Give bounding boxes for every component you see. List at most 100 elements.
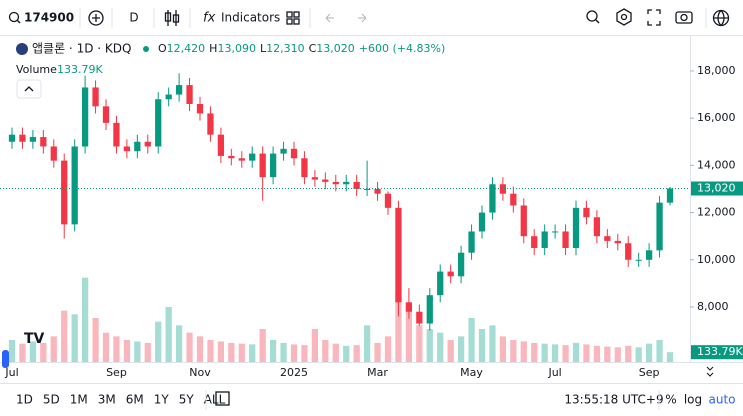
plot: 8,000 10,000 12,000 14,000 16,000 18,000 Jul Se… bbox=[0, 64, 743, 379]
publish-globe bbox=[713, 10, 729, 26]
symbol[interactable]: 174900 bbox=[24, 11, 74, 25]
volume-bar bbox=[238, 343, 245, 362]
volume-bar bbox=[384, 336, 392, 362]
candle-body bbox=[40, 137, 47, 147]
volume-bar bbox=[447, 340, 454, 362]
candle-body bbox=[656, 202, 663, 251]
candle-body bbox=[384, 193, 392, 208]
volume-bar bbox=[666, 352, 674, 362]
last-price-tag bbox=[691, 181, 743, 196]
range-button[interactable]: 1Y bbox=[154, 393, 170, 407]
layout-icon[interactable] bbox=[286, 11, 300, 25]
candle-body bbox=[217, 134, 225, 156]
snapshot[interactable] bbox=[675, 11, 693, 24]
volume-bar bbox=[572, 342, 580, 362]
volume-bar bbox=[332, 343, 339, 362]
candle-body bbox=[541, 231, 548, 248]
clock[interactable]: 13:55:18 UTC+9 bbox=[564, 393, 663, 407]
volume-legend-value: 133.79K bbox=[57, 63, 103, 76]
volume-bar bbox=[207, 340, 214, 362]
volume-tag-label: 133.79K bbox=[697, 345, 743, 358]
volume-bar bbox=[196, 336, 204, 362]
interval[interactable]: D bbox=[129, 11, 138, 25]
x-tick-label: Jul bbox=[4, 366, 18, 379]
range-button[interactable]: ALL bbox=[204, 393, 226, 407]
settings-center bbox=[620, 13, 628, 21]
percent-toggle[interactable]: % bbox=[665, 393, 676, 407]
candle-body bbox=[123, 146, 131, 152]
x-tick-label: Sep bbox=[106, 366, 127, 379]
high-value: 13,090 bbox=[217, 42, 256, 55]
range-button[interactable]: 5Y bbox=[179, 393, 195, 407]
indicators-button[interactable]: Indicators bbox=[221, 11, 280, 25]
candle-body bbox=[614, 240, 621, 244]
range-button[interactable]: 3M bbox=[98, 393, 116, 407]
low-label: L bbox=[260, 42, 267, 55]
volume-bar bbox=[228, 342, 235, 362]
candle-body bbox=[71, 146, 78, 225]
y-tick-label: 16,000 bbox=[697, 111, 736, 124]
candle-body bbox=[489, 184, 496, 213]
quick-search[interactable] bbox=[586, 10, 598, 22]
candle-body bbox=[228, 155, 235, 159]
toolbar: 174900 D fx Indicators bbox=[8, 8, 730, 28]
range-button[interactable]: 1M bbox=[70, 393, 88, 407]
layout-cell bbox=[286, 18, 293, 25]
go-to-date[interactable] bbox=[215, 391, 230, 406]
candle-body bbox=[531, 236, 538, 248]
indicators-icon[interactable]: fx bbox=[203, 11, 216, 26]
collapse-legend[interactable] bbox=[16, 79, 42, 99]
volume-bar bbox=[353, 345, 360, 362]
chart-type-body bbox=[172, 14, 180, 23]
candle-body bbox=[280, 148, 287, 154]
log-toggle[interactable]: log bbox=[684, 393, 702, 407]
undo[interactable] bbox=[325, 13, 334, 23]
search-icon[interactable] bbox=[8, 11, 20, 23]
volume-legend-name: Volume bbox=[16, 63, 57, 76]
y-tick-label: 10,000 bbox=[697, 253, 736, 266]
candle-body bbox=[645, 250, 653, 260]
x-tick-label: 2025 bbox=[280, 366, 308, 379]
volume-bar bbox=[290, 344, 298, 362]
range-button[interactable]: 5D bbox=[43, 393, 60, 407]
candle-body bbox=[311, 177, 319, 180]
open-value: 12,420 bbox=[167, 42, 206, 55]
auto-toggle[interactable]: auto bbox=[708, 393, 735, 407]
candle-body bbox=[50, 146, 57, 161]
redo[interactable] bbox=[358, 13, 367, 23]
volume-bar bbox=[520, 341, 527, 362]
layout-cell bbox=[286, 11, 293, 18]
settings[interactable] bbox=[616, 8, 632, 26]
tv-logo[interactable]: TV bbox=[24, 331, 45, 347]
range-button[interactable]: 6M bbox=[126, 393, 144, 407]
fullscreen[interactable] bbox=[647, 9, 661, 26]
volume-bar bbox=[269, 340, 277, 362]
volume-bar bbox=[635, 347, 642, 362]
candle-body bbox=[343, 181, 350, 185]
volume-bar bbox=[134, 341, 141, 362]
y-tick-label: 14,000 bbox=[697, 158, 736, 171]
candle-body bbox=[457, 252, 465, 277]
volume-bar bbox=[363, 325, 371, 362]
search-icon-handle bbox=[16, 19, 21, 24]
axis-settings[interactable] bbox=[706, 366, 714, 377]
add-symbol[interactable] bbox=[88, 10, 104, 26]
volume-bar bbox=[311, 329, 319, 362]
close-label: C bbox=[309, 42, 317, 55]
volume-bar bbox=[249, 344, 256, 362]
legend-title: 앱클론 · 1D · KDQ bbox=[32, 42, 131, 56]
candle-body bbox=[363, 188, 371, 190]
candle-body bbox=[426, 295, 433, 324]
candle-body bbox=[604, 236, 611, 241]
candle-body bbox=[102, 106, 110, 123]
volume-bar bbox=[61, 310, 68, 362]
candle-body bbox=[301, 158, 308, 178]
side-panel-toggle[interactable] bbox=[2, 350, 9, 368]
range-button[interactable]: 1D bbox=[16, 393, 33, 407]
volume-bar bbox=[426, 329, 433, 362]
candle-body bbox=[478, 212, 486, 232]
volume-bar bbox=[322, 340, 329, 362]
volume-bar bbox=[259, 329, 266, 362]
volume-bar bbox=[81, 277, 89, 362]
